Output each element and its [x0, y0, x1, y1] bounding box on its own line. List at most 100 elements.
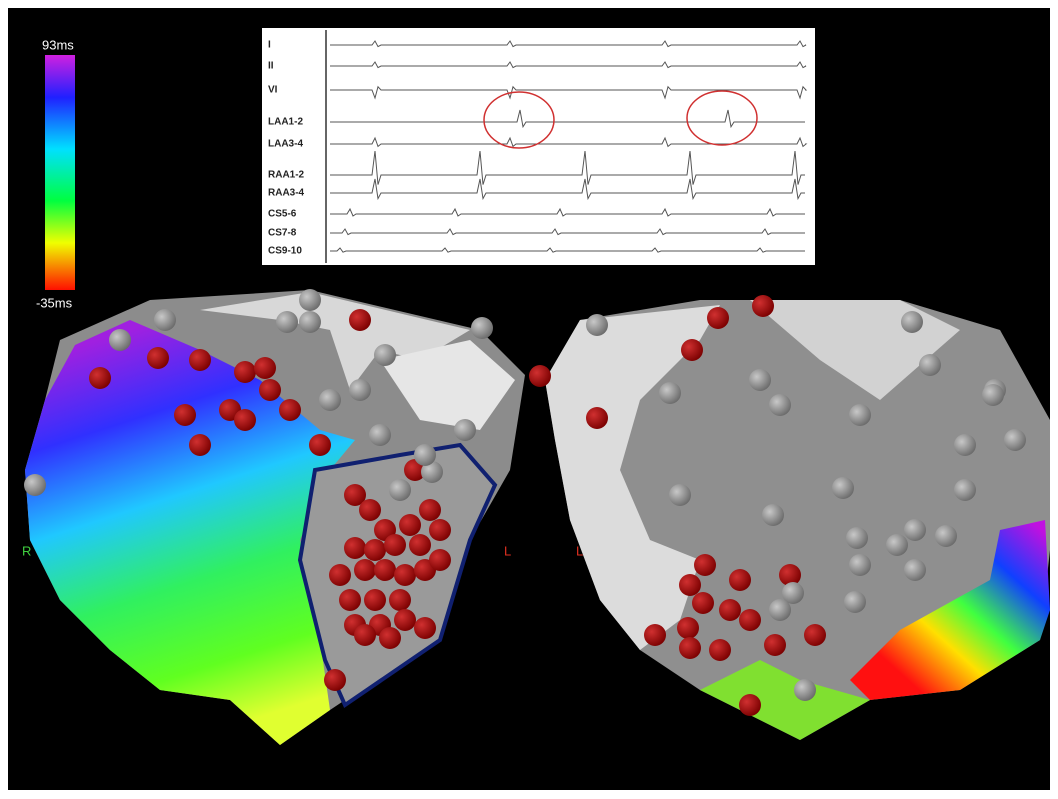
red-point — [429, 519, 451, 541]
gray-point — [299, 289, 321, 311]
red-point — [679, 637, 701, 659]
colorbar-min: -35ms — [36, 295, 73, 310]
gray-point — [421, 461, 443, 483]
red-point — [354, 624, 376, 646]
highlight-circle — [686, 90, 758, 146]
colorbar-max: 93ms — [42, 37, 74, 52]
gray-point — [935, 525, 957, 547]
gray-point — [982, 384, 1004, 406]
lead-label: LAA3-4 — [268, 139, 303, 150]
red-point — [174, 404, 196, 426]
gray-point — [109, 329, 131, 351]
gray-point — [954, 479, 976, 501]
gray-point — [319, 389, 341, 411]
gray-point — [586, 314, 608, 336]
red-point — [279, 399, 301, 421]
gray-point — [849, 554, 871, 576]
red-point — [364, 539, 386, 561]
red-point — [384, 534, 406, 556]
lead-label: II — [268, 61, 274, 72]
red-point — [189, 349, 211, 371]
red-point — [349, 309, 371, 331]
gray-point — [276, 311, 298, 333]
ecg-trace — [330, 40, 807, 48]
red-point — [374, 559, 396, 581]
gray-point — [904, 559, 926, 581]
gray-point — [794, 679, 816, 701]
ecg-trace — [330, 136, 808, 148]
lead-label: CS9-10 — [268, 246, 302, 257]
red-point — [419, 499, 441, 521]
ecg-trace — [330, 109, 805, 129]
red-point — [324, 669, 346, 691]
gray-point — [919, 354, 941, 376]
gray-point — [349, 379, 371, 401]
red-point — [379, 627, 401, 649]
red-point — [89, 367, 111, 389]
red-point — [694, 554, 716, 576]
gray-point — [762, 504, 784, 526]
red-point — [707, 307, 729, 329]
red-point — [804, 624, 826, 646]
lead-label: RAA3-4 — [268, 188, 305, 199]
lead-label: VI — [268, 85, 278, 96]
red-point — [764, 634, 786, 656]
red-point — [189, 434, 211, 456]
lead-label: CS5-6 — [268, 209, 297, 220]
red-point — [259, 379, 281, 401]
red-point — [679, 574, 701, 596]
red-point — [752, 295, 774, 317]
red-point — [389, 589, 411, 611]
gray-point — [849, 404, 871, 426]
red-point — [729, 569, 751, 591]
gray-point — [901, 311, 923, 333]
red-point — [644, 624, 666, 646]
gray-point — [374, 344, 396, 366]
left-map — [25, 290, 525, 745]
red-point — [779, 564, 801, 586]
red-point — [394, 609, 416, 631]
ecg-trace — [330, 178, 805, 201]
red-point — [677, 617, 699, 639]
red-point — [354, 559, 376, 581]
gray-point — [886, 534, 908, 556]
red-point — [414, 617, 436, 639]
red-point — [429, 549, 451, 571]
highlight-circle — [483, 91, 555, 149]
red-point — [586, 407, 608, 429]
lead-label: RAA1-2 — [268, 170, 305, 181]
gray-point — [769, 394, 791, 416]
red-point — [692, 592, 714, 614]
red-point — [359, 499, 381, 521]
ecg-trace — [330, 85, 808, 100]
lead-label: LAA1-2 — [268, 117, 303, 128]
gray-point — [769, 599, 791, 621]
red-point — [234, 361, 256, 383]
gray-point — [389, 479, 411, 501]
color-bar — [45, 55, 75, 290]
red-point — [364, 589, 386, 611]
gray-point — [832, 477, 854, 499]
gray-point — [24, 474, 46, 496]
red-point — [739, 694, 761, 716]
red-point — [254, 357, 276, 379]
red-point — [709, 639, 731, 661]
gray-point — [471, 317, 493, 339]
gray-point — [846, 527, 868, 549]
red-point — [681, 339, 703, 361]
gray-point — [954, 434, 976, 456]
gray-point — [782, 582, 804, 604]
ecg-trace — [330, 247, 805, 253]
ecg-trace — [330, 207, 805, 217]
red-point — [339, 589, 361, 611]
gray-point — [844, 591, 866, 613]
electrode-points — [24, 289, 1026, 716]
red-point — [739, 609, 761, 631]
orientation-label: L — [576, 543, 583, 558]
gray-point — [299, 311, 321, 333]
gray-point — [904, 519, 926, 541]
red-point — [344, 537, 366, 559]
gray-point — [1004, 429, 1026, 451]
red-point — [344, 484, 366, 506]
